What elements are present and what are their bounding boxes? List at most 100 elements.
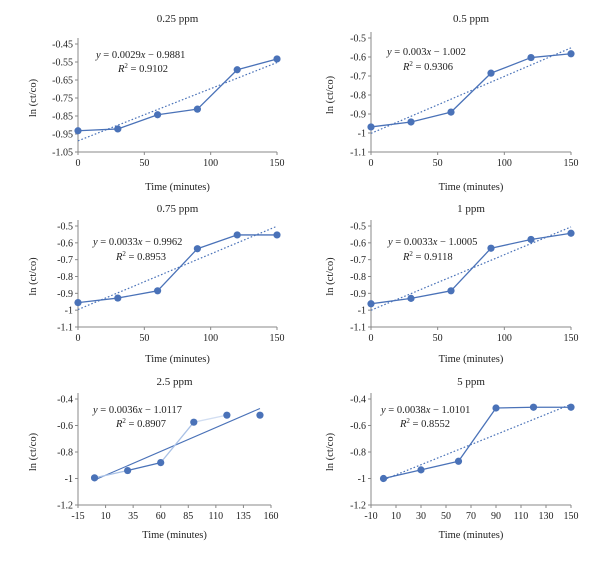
- equation-y: y: [92, 237, 98, 248]
- r-value: = 0.8907: [126, 419, 166, 430]
- x-tick-label: 50: [441, 511, 451, 522]
- y-tick-label: -1: [358, 129, 366, 140]
- r-superscript: 2: [409, 60, 413, 68]
- y-tick-label: -0.8: [350, 448, 366, 459]
- r-squared: R2 = 0.9306: [402, 60, 453, 73]
- equation-y: y: [386, 47, 392, 58]
- regression-equation: y = 0.003x − 1.002: [386, 47, 466, 58]
- equation-x: x: [137, 237, 143, 248]
- y-axis-title: ln (ct/co): [325, 257, 336, 296]
- series-line-segment: [157, 108, 198, 116]
- trend-line: [94, 407, 261, 481]
- data-point: [454, 457, 463, 465]
- trend-line: [370, 47, 572, 134]
- data-point: [447, 108, 455, 116]
- x-tick-label: 50: [139, 158, 149, 169]
- data-point: [154, 287, 162, 295]
- y-tick-label: -0.85: [52, 112, 73, 123]
- equation-slope: = 0.0033: [98, 237, 138, 248]
- y-tick-label: -0.8: [350, 272, 366, 283]
- series-line-segment: [410, 290, 452, 300]
- series-line-segment: [237, 58, 278, 71]
- equation-x: x: [425, 47, 431, 58]
- y-tick-label: -0.8: [350, 91, 366, 102]
- data-point: [567, 50, 575, 58]
- series-line-segment: [94, 469, 128, 479]
- data-point: [233, 231, 241, 239]
- r-squared: R2 = 0.8953: [115, 250, 166, 263]
- series-line-segment: [193, 414, 228, 423]
- r-superscript: 2: [406, 417, 410, 425]
- y-tick-label: -0.9: [350, 289, 366, 300]
- series-line-segment: [197, 234, 238, 250]
- data-point: [74, 298, 82, 307]
- data-point: [529, 403, 538, 411]
- equation-x: x: [432, 237, 438, 248]
- y-tick-label: -0.6: [350, 421, 366, 432]
- y-axis-title: ln (ct/co): [28, 78, 39, 117]
- x-tick-label: 150: [270, 333, 285, 344]
- data-point: [487, 69, 495, 77]
- r-squared: R2 = 0.8907: [115, 417, 166, 430]
- r-label: R: [117, 64, 125, 75]
- data-point: [193, 105, 201, 113]
- r-value: = 0.9118: [413, 252, 453, 263]
- r-value: = 0.8953: [126, 252, 166, 263]
- y-tick-label: -1: [65, 474, 73, 485]
- series-line-segment: [383, 469, 422, 480]
- y-tick-label: -1.1: [350, 148, 366, 159]
- series-line-segment: [196, 69, 238, 110]
- r-superscript: 2: [409, 250, 413, 258]
- y-tick-label: -0.6: [57, 421, 73, 432]
- y-tick-label: -1: [358, 474, 366, 485]
- data-point: [90, 474, 99, 482]
- x-tick-label: 100: [497, 333, 512, 344]
- data-point: [273, 231, 281, 239]
- y-tick-label: -0.45: [52, 40, 73, 51]
- y-tick-label: -0.75: [52, 94, 73, 105]
- r-value: = 0.9306: [413, 62, 453, 73]
- equation-slope: = 0.003: [392, 47, 427, 58]
- data-point: [124, 466, 132, 475]
- y-tick-label: -0.5: [57, 222, 73, 233]
- y-tick-label: -0.6: [57, 238, 73, 249]
- x-tick-label: 85: [183, 511, 193, 522]
- x-tick-label: 35: [128, 511, 138, 522]
- chart-panel-1: 0.25 ppm -0.45 -0.55 -0.65 -0.75 -0.85 -0.95 -1…: [28, 13, 285, 193]
- y-tick-label: -1: [65, 306, 73, 317]
- chart-title: 0.25 ppm: [157, 13, 199, 25]
- chart-panel-4: 1 ppm -0.5 -0.6 -0.7 -0.8 -0.9 -1 -1.10 50 100 150…: [325, 203, 579, 365]
- series-line-segment: [530, 53, 572, 59]
- equation-intercept: − 1.0005: [437, 237, 477, 248]
- equation-slope: = 0.0033: [393, 237, 433, 248]
- y-tick-label: -0.4: [350, 395, 366, 406]
- equation-slope: = 0.0029: [101, 50, 141, 61]
- y-tick-label: -1.1: [350, 323, 366, 334]
- data-point: [447, 287, 455, 295]
- y-tick-label: -0.5: [350, 222, 366, 233]
- x-tick-label: 100: [203, 158, 218, 169]
- x-tick-label: 0: [369, 333, 374, 344]
- series-line-segment: [410, 111, 452, 123]
- regression-equation: y = 0.0036x − 1.0117: [92, 405, 182, 416]
- r-label: R: [115, 419, 123, 430]
- series-line-segment: [77, 297, 118, 304]
- series-line-segment: [495, 406, 534, 409]
- y-tick-label: -0.7: [57, 255, 73, 266]
- series-line-segment: [530, 232, 572, 241]
- x-tick-label: 70: [466, 511, 476, 522]
- x-axis-title: Time (minutes): [439, 530, 504, 541]
- equation-slope: = 0.0038: [386, 405, 426, 416]
- x-axis-title: Time (minutes): [142, 530, 207, 541]
- series-line-segment: [450, 247, 492, 292]
- equation-y: y: [387, 237, 393, 248]
- y-axis-title: ln (ct/co): [325, 432, 336, 471]
- series-line-segment: [370, 121, 412, 128]
- data-point: [367, 123, 375, 131]
- y-tick-label: -0.5: [350, 34, 366, 45]
- chart-title: 2.5 ppm: [156, 376, 193, 388]
- y-tick-label: -0.6: [350, 238, 366, 249]
- x-tick-label: 50: [433, 158, 443, 169]
- regression-equation: y = 0.0033x − 1.0005: [387, 237, 477, 248]
